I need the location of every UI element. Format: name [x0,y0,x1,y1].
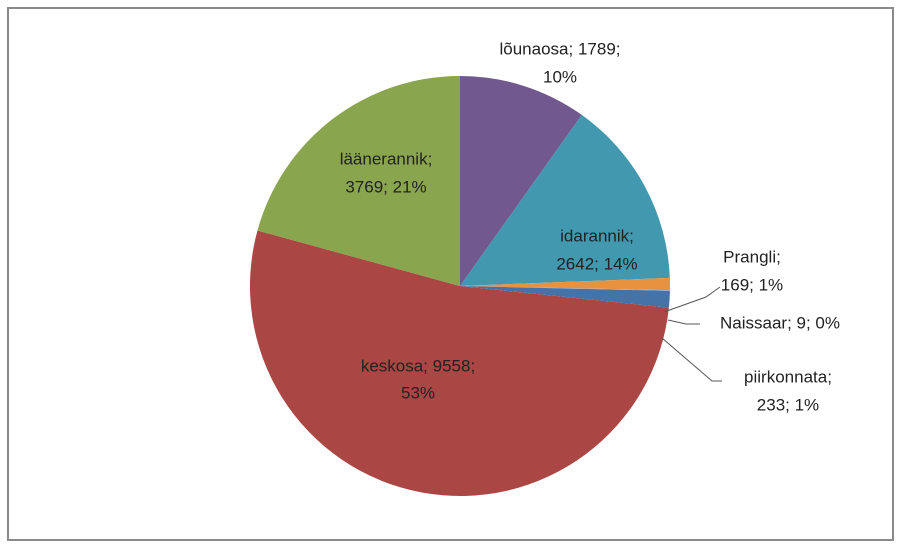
data-label: 53% [401,383,435,402]
pie-slice [460,277,671,291]
data-label: 169; 1% [721,275,783,294]
data-label: 3769; 21% [345,177,426,196]
pie-slice [460,286,670,291]
data-label: keskosa; 9558; [361,356,475,375]
data-label: 10% [543,67,577,86]
pie-slice [460,286,670,308]
data-label: piirkonnata; [744,367,832,386]
data-label: 233; 1% [757,395,819,414]
leader-line [667,319,700,325]
pie-slice [460,76,582,286]
data-label: läänerannik; [340,149,433,168]
pie-slice [257,76,460,286]
data-label: idarannik; [560,226,634,245]
data-label: Naissaar; 9; 0% [720,313,840,332]
pie-slice [249,230,669,496]
data-label: lõunaosa; 1789; [500,39,621,58]
data-label: Prangli; [723,247,781,266]
leader-line [663,286,721,313]
data-label: 2642; 14% [556,254,637,273]
pie-slice [460,114,670,286]
leader-line [661,337,722,382]
